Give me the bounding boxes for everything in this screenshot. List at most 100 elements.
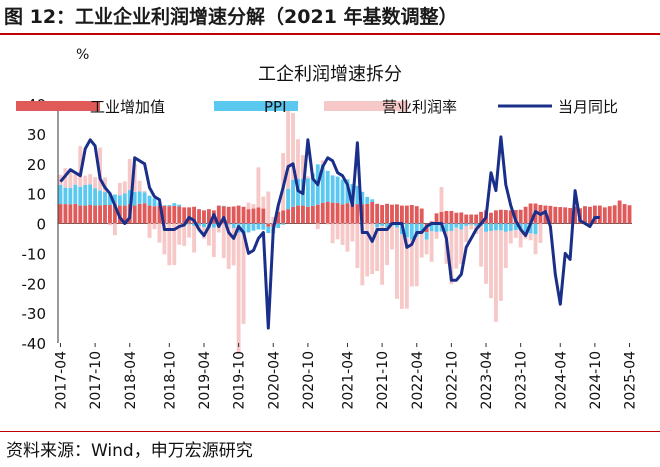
bar-ppi <box>345 179 350 204</box>
bar-industrial-va <box>132 205 137 224</box>
bar-ppi <box>474 223 479 226</box>
bar-margin <box>246 202 251 210</box>
bar-industrial-va <box>612 205 617 224</box>
bar-industrial-va <box>291 206 295 224</box>
bar-industrial-va <box>78 205 83 224</box>
source-rule <box>0 431 660 432</box>
bar-margin <box>122 181 127 194</box>
bar-margin <box>503 231 508 269</box>
bar-ppi <box>360 191 365 205</box>
bar-industrial-va <box>588 206 592 224</box>
bar-ppi <box>276 223 281 228</box>
bar-margin <box>271 216 276 224</box>
bar-ppi <box>162 205 167 206</box>
bar-industrial-va <box>320 202 325 224</box>
bar-ppi <box>108 193 112 205</box>
bar-ppi <box>231 223 236 228</box>
bar-industrial-va <box>508 210 513 224</box>
bar-industrial-va <box>414 206 419 224</box>
bar-ppi <box>380 223 385 226</box>
bar-ppi <box>513 223 518 231</box>
bar-industrial-va <box>573 206 578 224</box>
bar-industrial-va <box>607 206 612 224</box>
bar-industrial-va <box>518 209 523 224</box>
bar-margin <box>498 230 503 301</box>
bar-ppi <box>464 223 469 226</box>
x-tick-label: 2017-04 <box>53 351 69 410</box>
bar-industrial-va <box>479 211 484 224</box>
bar-industrial-va <box>380 204 385 224</box>
bar-ppi <box>375 223 380 228</box>
bar-margin <box>221 223 226 259</box>
bar-ppi <box>434 223 439 232</box>
bar-industrial-va <box>444 210 449 224</box>
bar-margin <box>206 228 211 246</box>
bar-margin <box>211 227 216 257</box>
bar-margin <box>251 204 256 209</box>
legend-swatch <box>214 101 298 111</box>
bar-ppi <box>444 223 449 232</box>
bar-ppi <box>424 232 429 240</box>
bar-margin <box>335 223 340 240</box>
bar-margin <box>78 146 83 187</box>
bar-margin <box>216 224 221 233</box>
bar-ppi <box>58 184 63 205</box>
bar-ppi <box>385 223 389 228</box>
bar-margin <box>266 191 271 224</box>
bar-industrial-va <box>474 214 479 224</box>
bar-ppi <box>310 173 315 206</box>
bar-industrial-va <box>167 206 172 224</box>
bar-margin <box>439 187 444 212</box>
bar-industrial-va <box>246 209 251 224</box>
bar-industrial-va <box>112 203 117 224</box>
bar-margin <box>137 180 142 192</box>
bar-industrial-va <box>370 201 375 224</box>
bar-industrial-va <box>404 205 409 224</box>
bar-margin <box>112 223 117 236</box>
bar-industrial-va <box>340 204 345 224</box>
x-tick-label: 2022-04 <box>410 351 426 410</box>
bar-industrial-va <box>563 207 568 224</box>
bar-margin <box>147 223 152 238</box>
bar-industrial-va <box>385 203 389 224</box>
bar-industrial-va <box>162 205 167 224</box>
bar-margin <box>261 196 266 209</box>
bar-ppi <box>63 187 68 205</box>
bar-margin <box>459 229 464 265</box>
x-tick-label: 2017-10 <box>88 351 104 410</box>
bar-margin <box>291 112 295 180</box>
bar-industrial-va <box>439 211 444 224</box>
bar-industrial-va <box>553 206 558 224</box>
bar-industrial-va <box>231 206 236 224</box>
bar-margin <box>370 223 375 274</box>
bar-margin <box>380 225 385 285</box>
y-unit-label: % <box>76 47 90 63</box>
bar-industrial-va <box>93 205 98 224</box>
bar-margin <box>355 223 360 269</box>
bar-industrial-va <box>206 209 211 224</box>
bar-margin <box>241 234 246 324</box>
bar-ppi <box>261 223 266 230</box>
bar-industrial-va <box>286 209 291 224</box>
bar-industrial-va <box>355 204 360 224</box>
title-rule <box>0 33 660 35</box>
bar-ppi <box>98 190 102 206</box>
bar-margin <box>424 239 429 255</box>
bar-industrial-va <box>276 211 281 224</box>
bar-industrial-va <box>325 201 330 224</box>
bar-margin <box>177 223 182 245</box>
bar-industrial-va <box>345 203 350 224</box>
bar-industrial-va <box>216 205 221 224</box>
bar-margin <box>325 223 330 225</box>
bar-margin <box>399 234 404 309</box>
bar-margin <box>187 224 192 238</box>
bar-industrial-va <box>177 206 182 224</box>
bar-margin <box>345 223 350 252</box>
y-tick-label: 10 <box>27 186 46 204</box>
bar-margin <box>484 231 488 284</box>
x-tick-label: 2020-04 <box>266 351 282 410</box>
bar-industrial-va <box>142 203 147 224</box>
bar-ppi <box>523 223 528 232</box>
line-profit-yoy <box>59 135 600 330</box>
bar-industrial-va <box>469 214 474 224</box>
